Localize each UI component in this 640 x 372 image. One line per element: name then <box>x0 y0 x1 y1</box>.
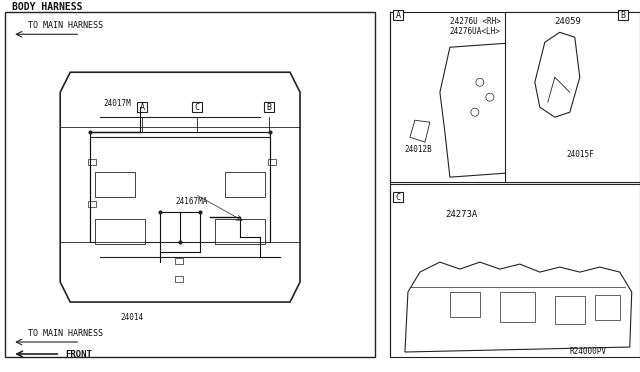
Bar <box>88 159 96 165</box>
Bar <box>95 172 135 197</box>
Bar <box>95 219 145 244</box>
Text: BODY HARNESS: BODY HARNESS <box>12 2 83 12</box>
Polygon shape <box>535 32 580 117</box>
Bar <box>225 172 265 197</box>
Text: 24012B: 24012B <box>405 145 433 154</box>
Bar <box>450 292 480 317</box>
Text: 24167MA: 24167MA <box>175 197 207 206</box>
Bar <box>618 10 628 20</box>
Text: 24276UA<LH>: 24276UA<LH> <box>450 27 500 36</box>
Text: FRONT: FRONT <box>65 350 92 359</box>
Bar <box>393 192 403 202</box>
Bar <box>390 184 640 357</box>
Text: B: B <box>620 11 625 20</box>
Text: C: C <box>396 193 401 202</box>
Text: 24273A: 24273A <box>445 210 477 219</box>
Bar <box>390 12 640 182</box>
Bar <box>555 296 585 324</box>
Text: C: C <box>195 103 200 112</box>
Text: A: A <box>140 103 145 112</box>
Circle shape <box>471 108 479 116</box>
Bar <box>393 10 403 20</box>
Text: 24017M: 24017M <box>103 99 131 108</box>
Bar <box>137 102 147 112</box>
Polygon shape <box>410 120 430 142</box>
Bar <box>175 276 183 282</box>
Bar <box>268 159 276 165</box>
Bar <box>595 295 620 320</box>
Bar <box>215 219 265 244</box>
Text: TO MAIN HARNESS: TO MAIN HARNESS <box>28 21 103 30</box>
Bar <box>505 12 640 182</box>
Bar <box>264 102 274 112</box>
Text: A: A <box>396 11 401 20</box>
Bar <box>175 258 183 264</box>
Polygon shape <box>440 42 530 177</box>
Bar <box>88 201 96 207</box>
Polygon shape <box>405 262 632 352</box>
Circle shape <box>476 78 484 86</box>
Bar <box>90 137 270 242</box>
Text: 24276U <RH>: 24276U <RH> <box>450 17 500 26</box>
Text: 24059: 24059 <box>555 17 582 26</box>
Bar <box>192 102 202 112</box>
Text: 24015F: 24015F <box>567 150 595 159</box>
Text: 24014: 24014 <box>120 313 143 322</box>
Bar <box>5 12 375 357</box>
Text: R24000PV: R24000PV <box>570 347 607 356</box>
Polygon shape <box>60 72 300 302</box>
Bar <box>500 292 535 322</box>
Text: TO MAIN HARNESS: TO MAIN HARNESS <box>28 329 103 338</box>
Text: B: B <box>266 103 271 112</box>
Circle shape <box>486 93 494 101</box>
